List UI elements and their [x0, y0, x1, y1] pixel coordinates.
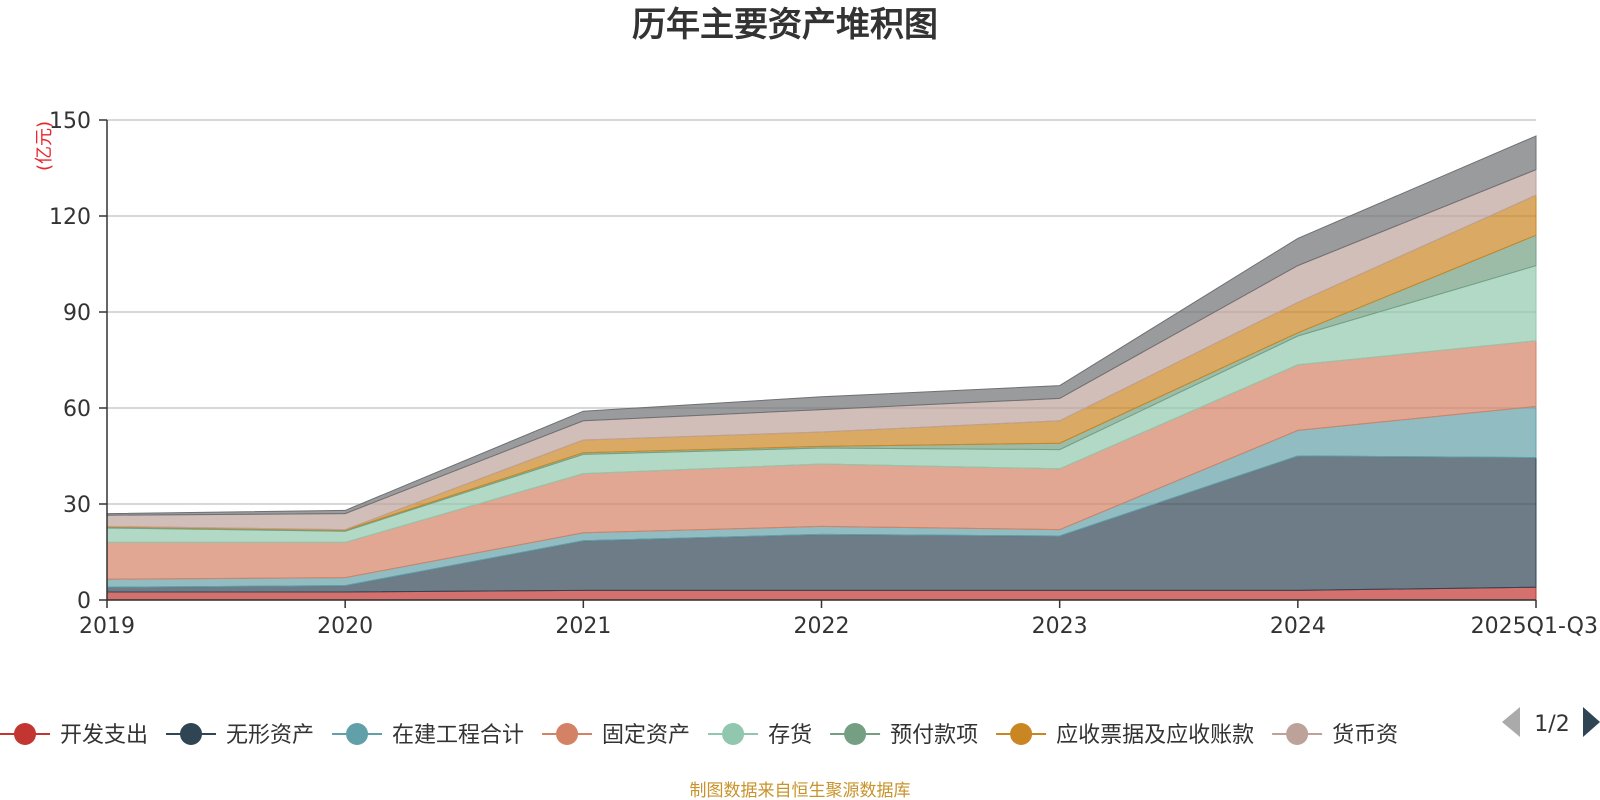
x-tick-label: 2024	[1270, 614, 1326, 639]
legend-item[interactable]: 预付款项	[830, 723, 978, 748]
legend-item[interactable]: 存货	[708, 723, 812, 748]
chart-title: 历年主要资产堆积图	[632, 5, 938, 45]
legend-label: 应收票据及应收账款	[1056, 723, 1254, 748]
legend-label: 货币资	[1332, 723, 1398, 748]
legend-label: 固定资产	[602, 723, 690, 748]
legend-marker-icon	[844, 723, 867, 745]
legend-item[interactable]: 货币资	[1272, 723, 1398, 748]
legend-marker-icon	[14, 723, 36, 745]
legend-label: 预付款项	[890, 723, 978, 748]
y-tick-label: 150	[49, 109, 91, 134]
x-tick-label: 2021	[555, 614, 611, 639]
y-tick-label: 0	[77, 589, 91, 614]
x-tick-label: 2023	[1032, 614, 1088, 639]
y-tick-label: 30	[63, 493, 91, 518]
legend-page-indicator: 1/2	[1534, 712, 1569, 737]
legend-marker-icon	[722, 723, 745, 745]
legend-item[interactable]: 应收票据及应收账款	[996, 723, 1254, 748]
legend-next-icon[interactable]	[1583, 707, 1600, 737]
legend-items[interactable]: 开发支出 无形资产 在建工程合计 固定资产 存货 预付款项 应收票据及应收账款 货币资	[0, 723, 1398, 748]
y-tick-label: 120	[49, 205, 91, 230]
axes: 2019 2020 2021 2022 2023 2024 2025Q1-Q3	[79, 119, 1598, 639]
legend-marker-icon	[1010, 723, 1033, 745]
legend-prev-icon[interactable]	[1502, 707, 1520, 737]
legend-pager[interactable]: 1/2	[1502, 707, 1600, 737]
area-series-其他[interactable]	[106, 135, 1537, 516]
legend-label: 存货	[768, 723, 812, 748]
legend-item[interactable]: 开发支出	[0, 723, 148, 748]
legend-item[interactable]: 无形资产	[166, 723, 314, 748]
legend-item[interactable]: 在建工程合计	[332, 723, 524, 748]
legend[interactable]: 开发支出 无形资产 在建工程合计 固定资产 存货 预付款项 应收票据及应收账款 货币资	[0, 723, 1398, 748]
y-axis-unit-label: (亿元)	[34, 121, 55, 171]
legend-label: 无形资产	[226, 723, 314, 748]
x-tick-label: 2022	[794, 614, 850, 639]
legend-label: 在建工程合计	[392, 723, 524, 748]
x-tick-label: 2020	[317, 614, 373, 639]
legend-marker-icon	[346, 723, 369, 745]
y-tick-label: 90	[63, 301, 91, 326]
data-source-note: 制图数据来自恒生聚源数据库	[690, 781, 911, 800]
legend-item[interactable]: 固定资产	[542, 723, 690, 748]
x-tick-label: 2025Q1-Q3	[1471, 614, 1598, 639]
y-tick-label: 60	[63, 397, 91, 422]
legend-label: 开发支出	[60, 723, 148, 748]
area-series	[106, 135, 1537, 601]
legend-marker-icon	[1286, 723, 1309, 745]
legend-marker-icon	[180, 723, 203, 745]
x-tick-label: 2019	[79, 614, 135, 639]
legend-marker-icon	[556, 723, 579, 745]
